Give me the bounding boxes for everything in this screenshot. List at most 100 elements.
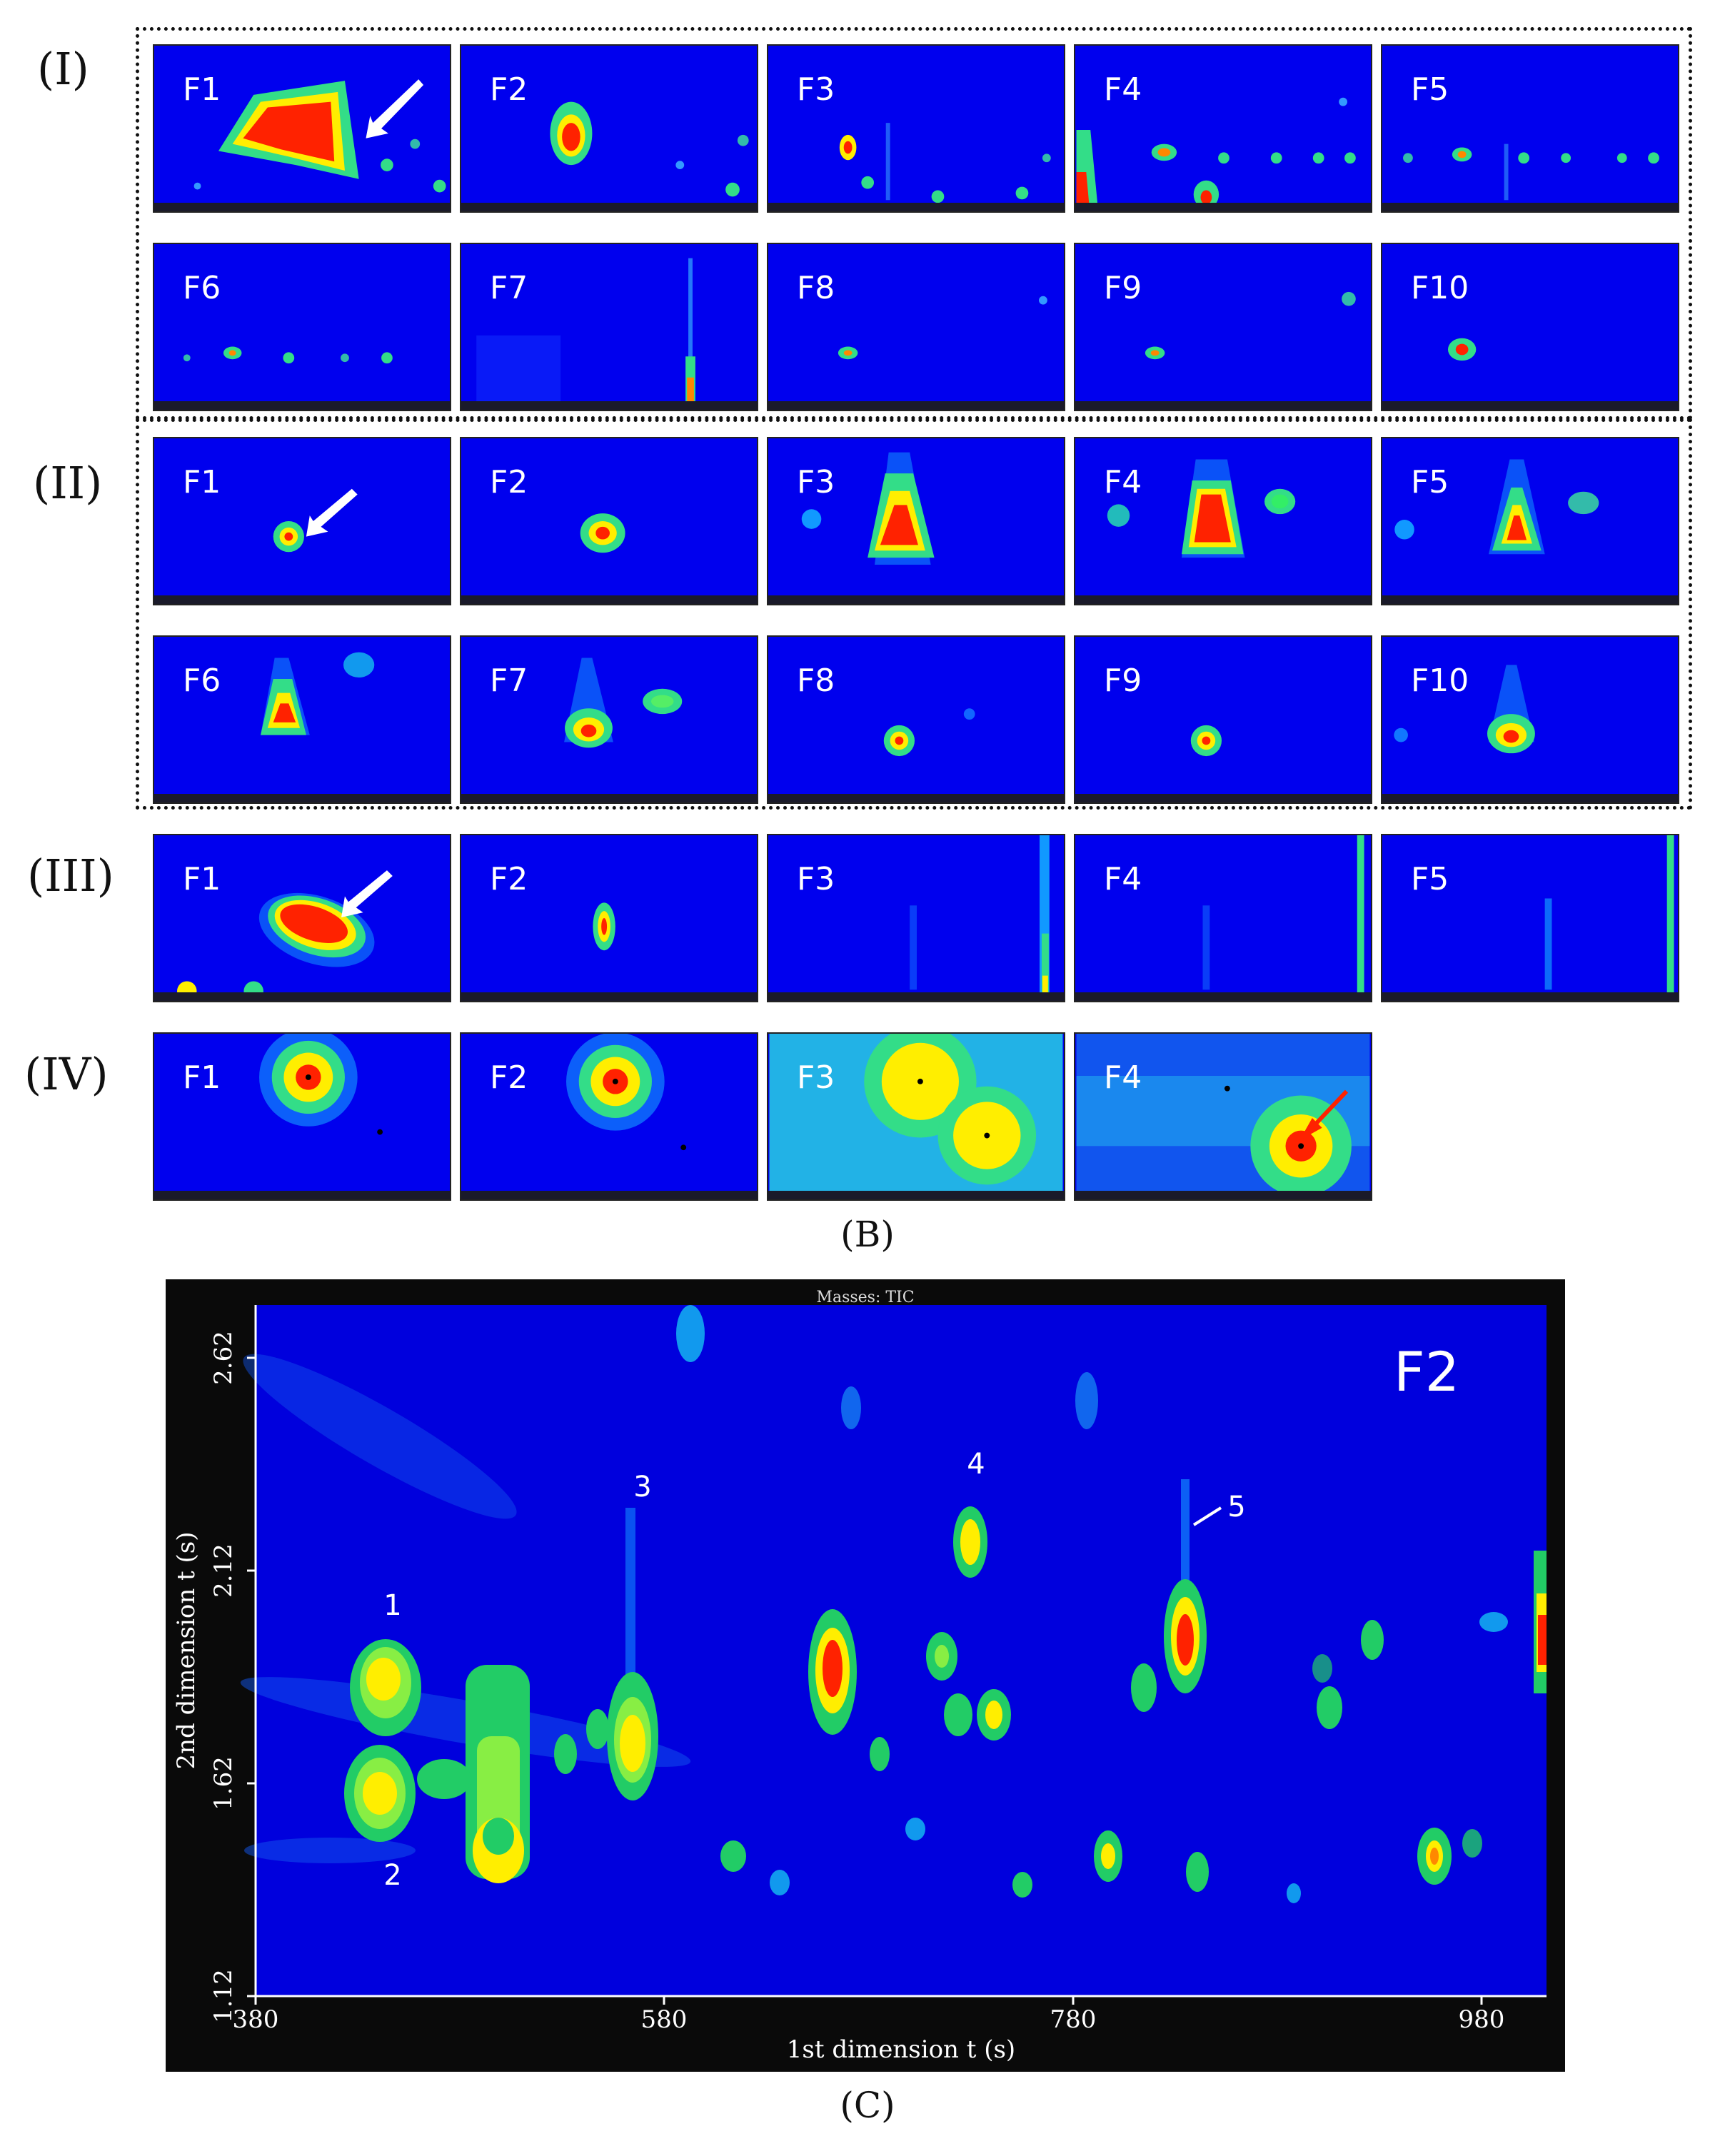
axis-strip xyxy=(1075,401,1371,410)
caption-B: (B) xyxy=(840,1214,895,1255)
row-label-II: (II) xyxy=(33,457,103,509)
panel-label: F3 xyxy=(797,861,835,897)
heatmap-III-F4 xyxy=(1076,835,1370,1001)
peak-label-5: 5 xyxy=(1227,1491,1245,1523)
axis-strip xyxy=(768,401,1064,410)
x-tick-580: 580 xyxy=(641,2005,688,2034)
panel-label: F2 xyxy=(490,71,528,108)
panel-label: F7 xyxy=(490,270,528,306)
panel-IV-F2: F2 xyxy=(460,1032,758,1201)
heatmap-IV-F3 xyxy=(769,1034,1063,1199)
axis-strip xyxy=(461,595,757,604)
axis-strip xyxy=(1382,595,1678,604)
axis-strip xyxy=(154,794,450,802)
x-tick-980: 980 xyxy=(1459,2005,1505,2034)
panel-I-F8: F8 xyxy=(767,243,1065,411)
axis-strip xyxy=(1382,203,1678,211)
chart-header: Masses: TIC xyxy=(816,1289,914,1306)
axis-strip xyxy=(768,1191,1064,1199)
y-axis-label: 2nd dimension t (s) xyxy=(172,1532,201,1770)
panel-label: F5 xyxy=(1411,861,1449,897)
panel-I-F7: F7 xyxy=(460,243,758,411)
heatmap-II-F5 xyxy=(1383,438,1677,604)
group-box-II xyxy=(136,418,1692,810)
panel-I-F1: F1 xyxy=(153,44,451,213)
panel-label-F2: F2 xyxy=(1394,1340,1459,1404)
panel-label: F4 xyxy=(1104,464,1142,500)
panel-label: F4 xyxy=(1104,71,1142,108)
panel-label: F3 xyxy=(797,1059,835,1096)
heatmap-II-F8 xyxy=(769,637,1063,802)
panel-III-F4: F4 xyxy=(1074,834,1372,1002)
heatmap-III-F1 xyxy=(155,835,449,1001)
heatmap-I-F4 xyxy=(1076,46,1370,211)
heatmap-I-F2 xyxy=(462,46,756,211)
row-label-I: (I) xyxy=(37,43,89,95)
panel-label: F6 xyxy=(183,270,221,306)
heatmap-II-F1 xyxy=(155,438,449,604)
y-tick-1.12: 1.12 xyxy=(209,1969,238,2023)
panel-II-F7: F7 xyxy=(460,635,758,804)
heatmap-I-F9 xyxy=(1076,244,1370,410)
panel-I-F9: F9 xyxy=(1074,243,1372,411)
panel-I-F4: F4 xyxy=(1074,44,1372,213)
panel-label: F1 xyxy=(183,464,221,500)
peak-label-1: 1 xyxy=(383,1589,401,1622)
axis-strip xyxy=(768,203,1064,211)
panel-label: F2 xyxy=(490,1059,528,1096)
axis-strip xyxy=(461,401,757,410)
panel-III-F2: F2 xyxy=(460,834,758,1002)
heatmap-II-F3 xyxy=(769,438,1063,604)
panel-label: F9 xyxy=(1104,663,1142,699)
heatmap-II-F6 xyxy=(155,637,449,802)
x-tick-380: 380 xyxy=(233,2005,279,2034)
x-tick-780: 780 xyxy=(1050,2005,1097,2034)
y-tick-2.12: 2.12 xyxy=(209,1543,238,1598)
panel-II-F10: F10 xyxy=(1381,635,1679,804)
axis-strip xyxy=(1382,401,1678,410)
panel-label: F10 xyxy=(1411,270,1469,306)
heatmap-I-F6 xyxy=(155,244,449,410)
heatmap-III-F5 xyxy=(1383,835,1677,1001)
axis-strip xyxy=(768,595,1064,604)
panel-II-F9: F9 xyxy=(1074,635,1372,804)
panel-II-F6: F6 xyxy=(153,635,451,804)
panel-III-F3: F3 xyxy=(767,834,1065,1002)
panel-label: F8 xyxy=(797,270,835,306)
axis-strip xyxy=(1075,1191,1371,1199)
panel-I-F2: F2 xyxy=(460,44,758,213)
y-tick-1.62: 1.62 xyxy=(209,1756,238,1810)
heatmap-IV-F1 xyxy=(155,1034,449,1199)
heatmap-I-F8 xyxy=(769,244,1063,410)
row-label-IV: (IV) xyxy=(24,1048,109,1100)
axis-strip xyxy=(461,1191,757,1199)
heatmap-I-F5 xyxy=(1383,46,1677,211)
heatmap-I-F1 xyxy=(155,46,449,211)
panel-label: F5 xyxy=(1411,464,1449,500)
axis-strip xyxy=(1382,794,1678,802)
caption-C: (C) xyxy=(840,2085,895,2126)
axis-strip xyxy=(768,992,1064,1001)
panel-label: F6 xyxy=(183,663,221,699)
panel-II-F3: F3 xyxy=(767,437,1065,605)
panel-label: F4 xyxy=(1104,861,1142,897)
axis-strip xyxy=(461,794,757,802)
panel-label: F5 xyxy=(1411,71,1449,108)
panel-II-F2: F2 xyxy=(460,437,758,605)
panel-label: F1 xyxy=(183,1059,221,1096)
heatmap-I-F10 xyxy=(1383,244,1677,410)
panel-II-F5: F5 xyxy=(1381,437,1679,605)
chromatogram-F2: Masses: TIC xyxy=(166,1279,1565,2072)
panel-label: F7 xyxy=(490,663,528,699)
heatmap-I-F7 xyxy=(462,244,756,410)
axis-strip xyxy=(1075,794,1371,802)
heatmap-IV-F4 xyxy=(1076,1034,1370,1199)
axis-strip xyxy=(1075,595,1371,604)
panel-label: F3 xyxy=(797,71,835,108)
axis-strip xyxy=(1382,992,1678,1001)
axis-strip xyxy=(154,992,450,1001)
panel-I-F5: F5 xyxy=(1381,44,1679,213)
panel-label: F4 xyxy=(1104,1059,1142,1096)
axis-strip xyxy=(1075,203,1371,211)
panel-III-F1: F1 xyxy=(153,834,451,1002)
